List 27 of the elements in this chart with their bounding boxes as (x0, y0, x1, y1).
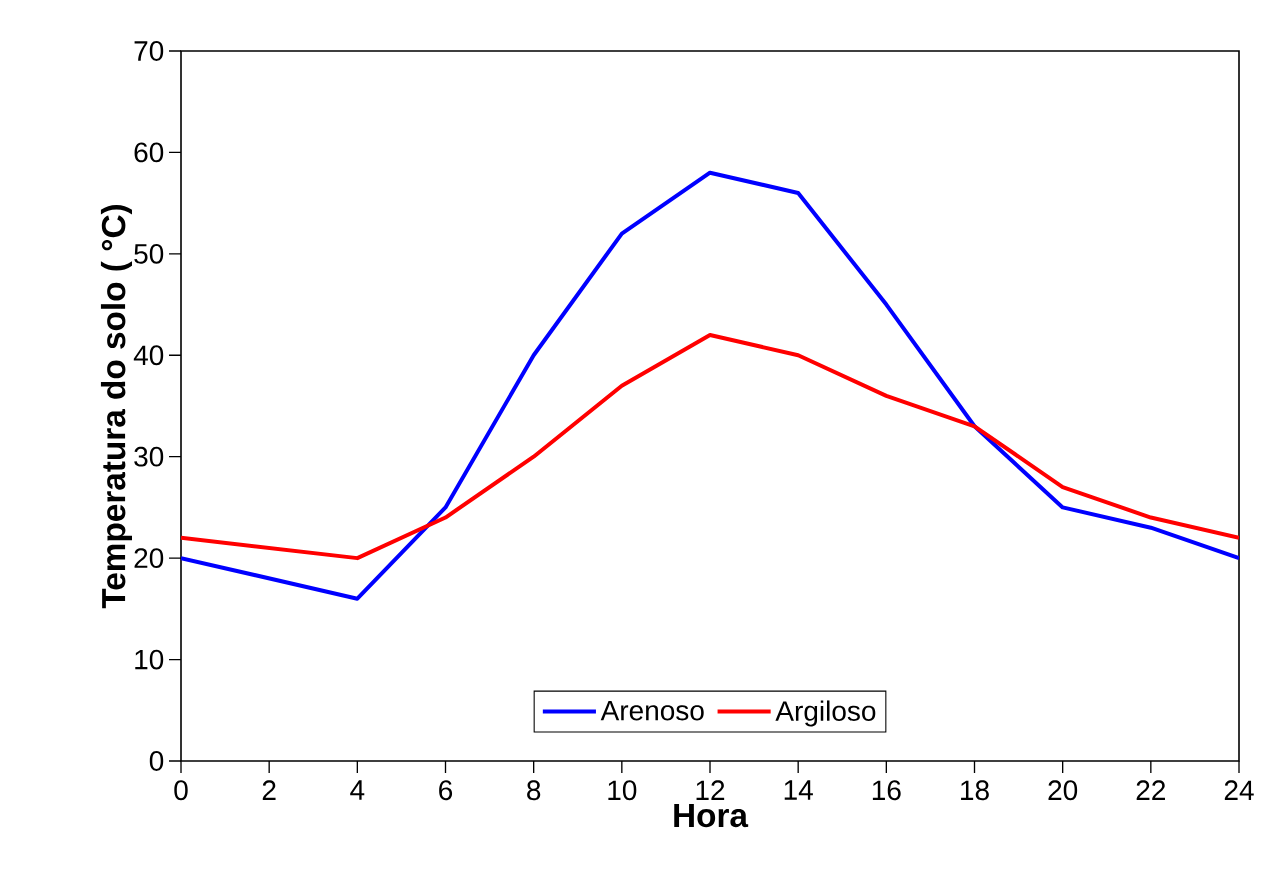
legend-label: Argiloso (775, 700, 876, 727)
x-tick-label: 4 (350, 780, 365, 800)
y-axis-title: Temperatura do solo ( °C) (100, 205, 132, 609)
line-series (181, 332, 1239, 561)
x-axis-title: Hora (674, 804, 749, 828)
x-tick-label: 6 (439, 780, 453, 801)
x-tick-label: 14 (784, 780, 813, 800)
y-tick-label: 10 (135, 649, 164, 670)
x-tick-label: 16 (872, 780, 901, 801)
y-tick-label: 20 (134, 548, 164, 569)
x-tick-label: 18 (961, 780, 989, 801)
line-series (181, 170, 1239, 601)
legend-label: Arenoso (600, 700, 704, 721)
y-tick-label: 50 (134, 243, 164, 264)
x-tick-label: 22 (1136, 780, 1165, 800)
y-tick-label: 40 (133, 345, 164, 366)
y-tick-label: 30 (134, 446, 164, 467)
y-tick-label: 70 (134, 41, 164, 61)
x-tick-label: 24 (1224, 780, 1254, 800)
x-tick-label: 2 (262, 780, 276, 800)
x-tick-label: 20 (1048, 780, 1078, 801)
x-tick-label: 8 (527, 780, 541, 801)
y-tick-label: 0 (149, 751, 164, 771)
x-tick-label: 0 (174, 780, 188, 801)
y-tick-label: 60 (134, 142, 164, 163)
x-tick-label: 12 (696, 780, 725, 800)
x-tick-label: 10 (608, 780, 637, 801)
